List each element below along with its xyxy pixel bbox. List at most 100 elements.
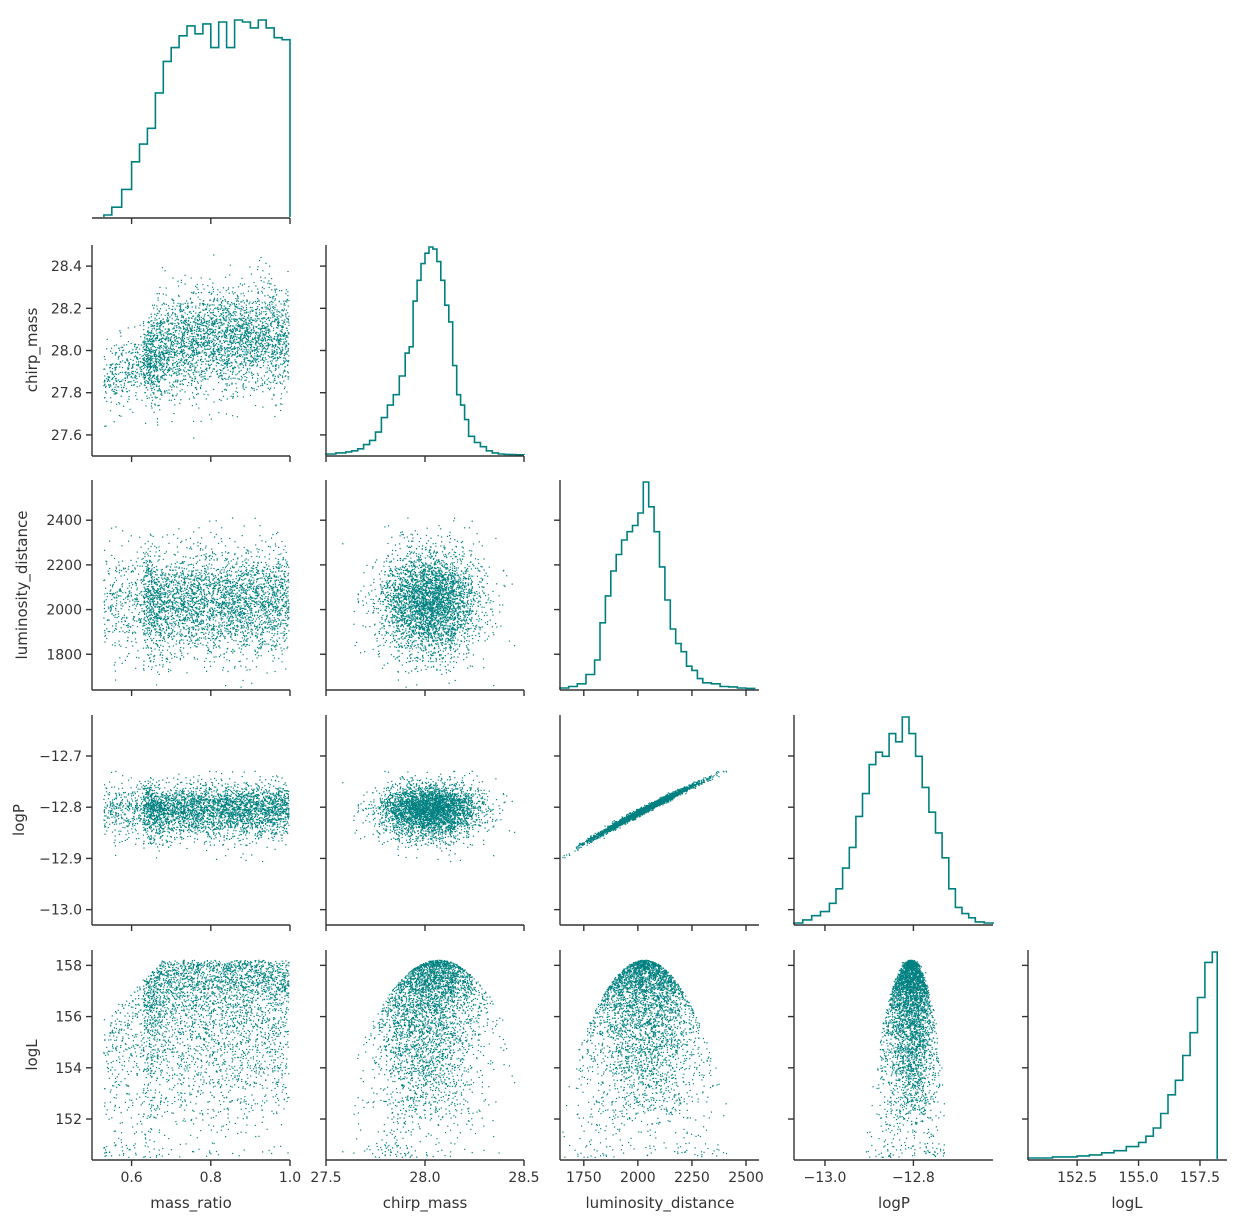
scatter-point [252,350,253,351]
scatter-point [155,365,156,366]
scatter-point [243,374,244,375]
scatter-point [199,318,200,319]
scatter-point [176,343,177,344]
scatter-point [209,334,210,335]
scatter-point [172,349,173,350]
scatter-point [245,364,246,365]
scatter-point [244,337,245,338]
scatter-point [272,351,273,352]
scatter-point [211,340,212,341]
scatter-point [222,300,223,301]
scatter-point [166,338,167,339]
scatter-point [116,390,117,391]
scatter-point [268,355,269,356]
scatter-point [195,325,196,326]
scatter-point [223,310,224,311]
scatter-point [284,303,285,304]
scatter-point [263,281,264,282]
scatter-point [217,346,218,347]
scatter-point [169,353,170,354]
scatter-point [116,367,117,368]
scatter-point [199,328,200,329]
scatter-point [275,319,276,320]
scatter-point [276,311,277,312]
scatter-point [121,396,122,397]
histogram-step-chirp-mass [326,247,524,455]
scatter-point [261,318,262,319]
scatter-point [167,370,168,371]
scatter-point [231,356,232,357]
scatter-point [206,599,207,600]
scatter-point [255,405,256,406]
scatter-point [234,666,235,667]
scatter-point [177,341,178,342]
scatter-point [215,620,216,621]
scatter-point [236,576,237,577]
scatter-point [227,367,228,368]
scatter-point [272,302,273,303]
scatter-point [234,292,235,293]
scatter-point [179,353,180,354]
scatter-point [232,354,233,355]
scatter-point [256,556,257,557]
scatter-point [262,391,263,392]
scatter-point [275,346,276,347]
scatter-point [264,347,265,348]
scatter-point [221,354,222,355]
scatter-point [211,342,212,343]
scatter-point [214,401,215,402]
scatter-point [269,381,270,382]
scatter-point [180,586,181,587]
scatter-point [146,369,147,370]
scatter-point [241,648,242,649]
scatter-point [191,385,192,386]
scatter-point [204,603,205,604]
scatter-point [114,376,115,377]
scatter-point [155,339,156,340]
scatter-point [236,319,237,320]
scatter-point [216,343,217,344]
scatter-point [234,304,235,305]
scatter-point [209,625,210,626]
scatter-point [168,305,169,306]
scatter-point [234,355,235,356]
scatter-point [154,612,155,613]
scatter-point [214,321,215,322]
scatter-point [270,323,271,324]
scatter-point [158,345,159,346]
scatter-point [179,643,180,644]
scatter-point [201,356,202,357]
scatter-point [196,349,197,350]
scatter-point [251,365,252,366]
scatter-point [122,347,123,348]
scatter-point [109,381,110,382]
scatter-point [137,347,138,348]
scatter-point [190,298,191,299]
scatter-point [235,315,236,316]
scatter-point [286,322,287,323]
scatter-point [220,325,221,326]
scatter-point [223,309,224,310]
scatter-point [159,649,160,650]
scatter-point [213,323,214,324]
scatter-point [150,605,151,606]
scatter-point [213,304,214,305]
scatter-point [121,570,122,571]
scatter-point [188,597,189,598]
scatter-point [146,568,147,569]
scatter-point [243,307,244,308]
scatter-point [201,381,202,382]
scatter-point [139,358,140,359]
scatter-point [258,293,259,294]
scatter-point [154,546,155,547]
scatter-point [250,576,251,577]
scatter-point [180,384,181,385]
scatter-point [161,367,162,368]
scatter-point [191,278,192,279]
scatter-point [164,370,165,371]
scatter-point [204,394,205,395]
scatter-point [109,367,110,368]
scatter-point [242,385,243,386]
scatter-point [280,357,281,358]
scatter-point [276,364,277,365]
